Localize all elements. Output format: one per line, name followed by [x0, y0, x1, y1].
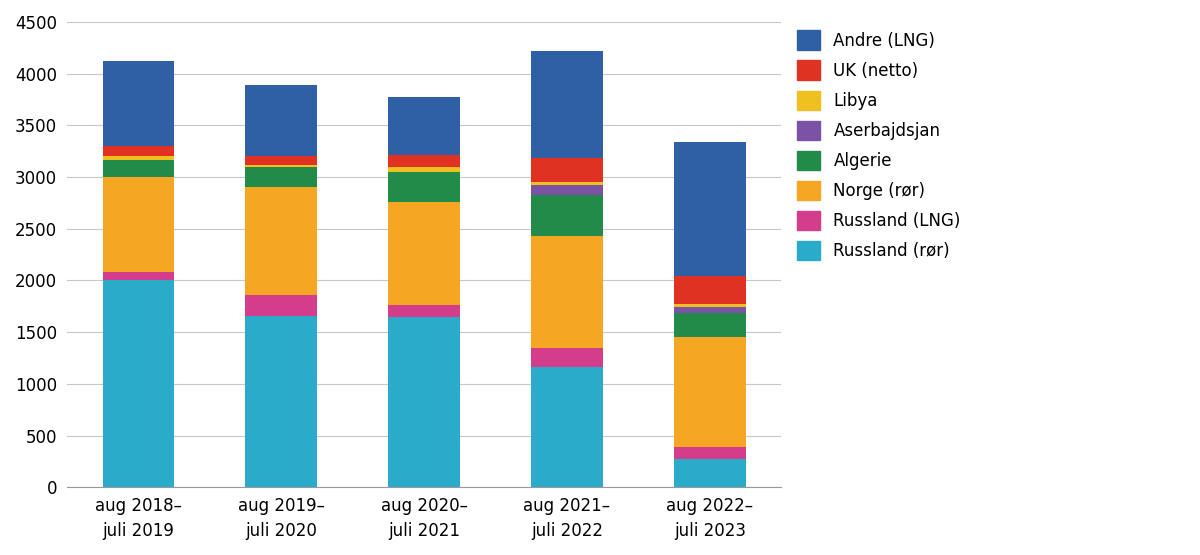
Bar [246, 295, 317, 316]
Bar [246, 157, 317, 165]
Bar [389, 202, 460, 305]
Bar [532, 235, 602, 348]
Bar [532, 367, 602, 487]
Bar [532, 51, 602, 158]
Bar [246, 167, 317, 188]
Bar [532, 185, 602, 195]
Bar [102, 177, 174, 272]
Bar [674, 307, 745, 312]
Bar [674, 142, 745, 276]
Bar [102, 280, 174, 487]
Legend: Andre (LNG), UK (netto), Libya, Aserbajdsjan, Algerie, Norge (rør), Russland (LN: Andre (LNG), UK (netto), Libya, Aserbajd… [797, 31, 961, 260]
Bar [389, 172, 460, 202]
Bar [246, 165, 317, 167]
Bar [102, 272, 174, 280]
Bar [674, 304, 745, 307]
Bar [246, 188, 317, 295]
Bar [246, 316, 317, 487]
Bar [102, 159, 174, 177]
Bar [674, 337, 745, 447]
Bar [102, 61, 174, 146]
Bar [674, 447, 745, 460]
Bar [389, 155, 460, 166]
Bar [102, 146, 174, 157]
Bar [246, 85, 317, 157]
Bar [674, 276, 745, 304]
Bar [532, 195, 602, 235]
Bar [532, 348, 602, 367]
Bar [674, 312, 745, 337]
Bar [532, 181, 602, 185]
Bar [102, 157, 174, 159]
Bar [532, 158, 602, 181]
Bar [389, 317, 460, 487]
Bar [389, 98, 460, 155]
Bar [674, 460, 745, 487]
Bar [389, 305, 460, 317]
Bar [389, 166, 460, 172]
